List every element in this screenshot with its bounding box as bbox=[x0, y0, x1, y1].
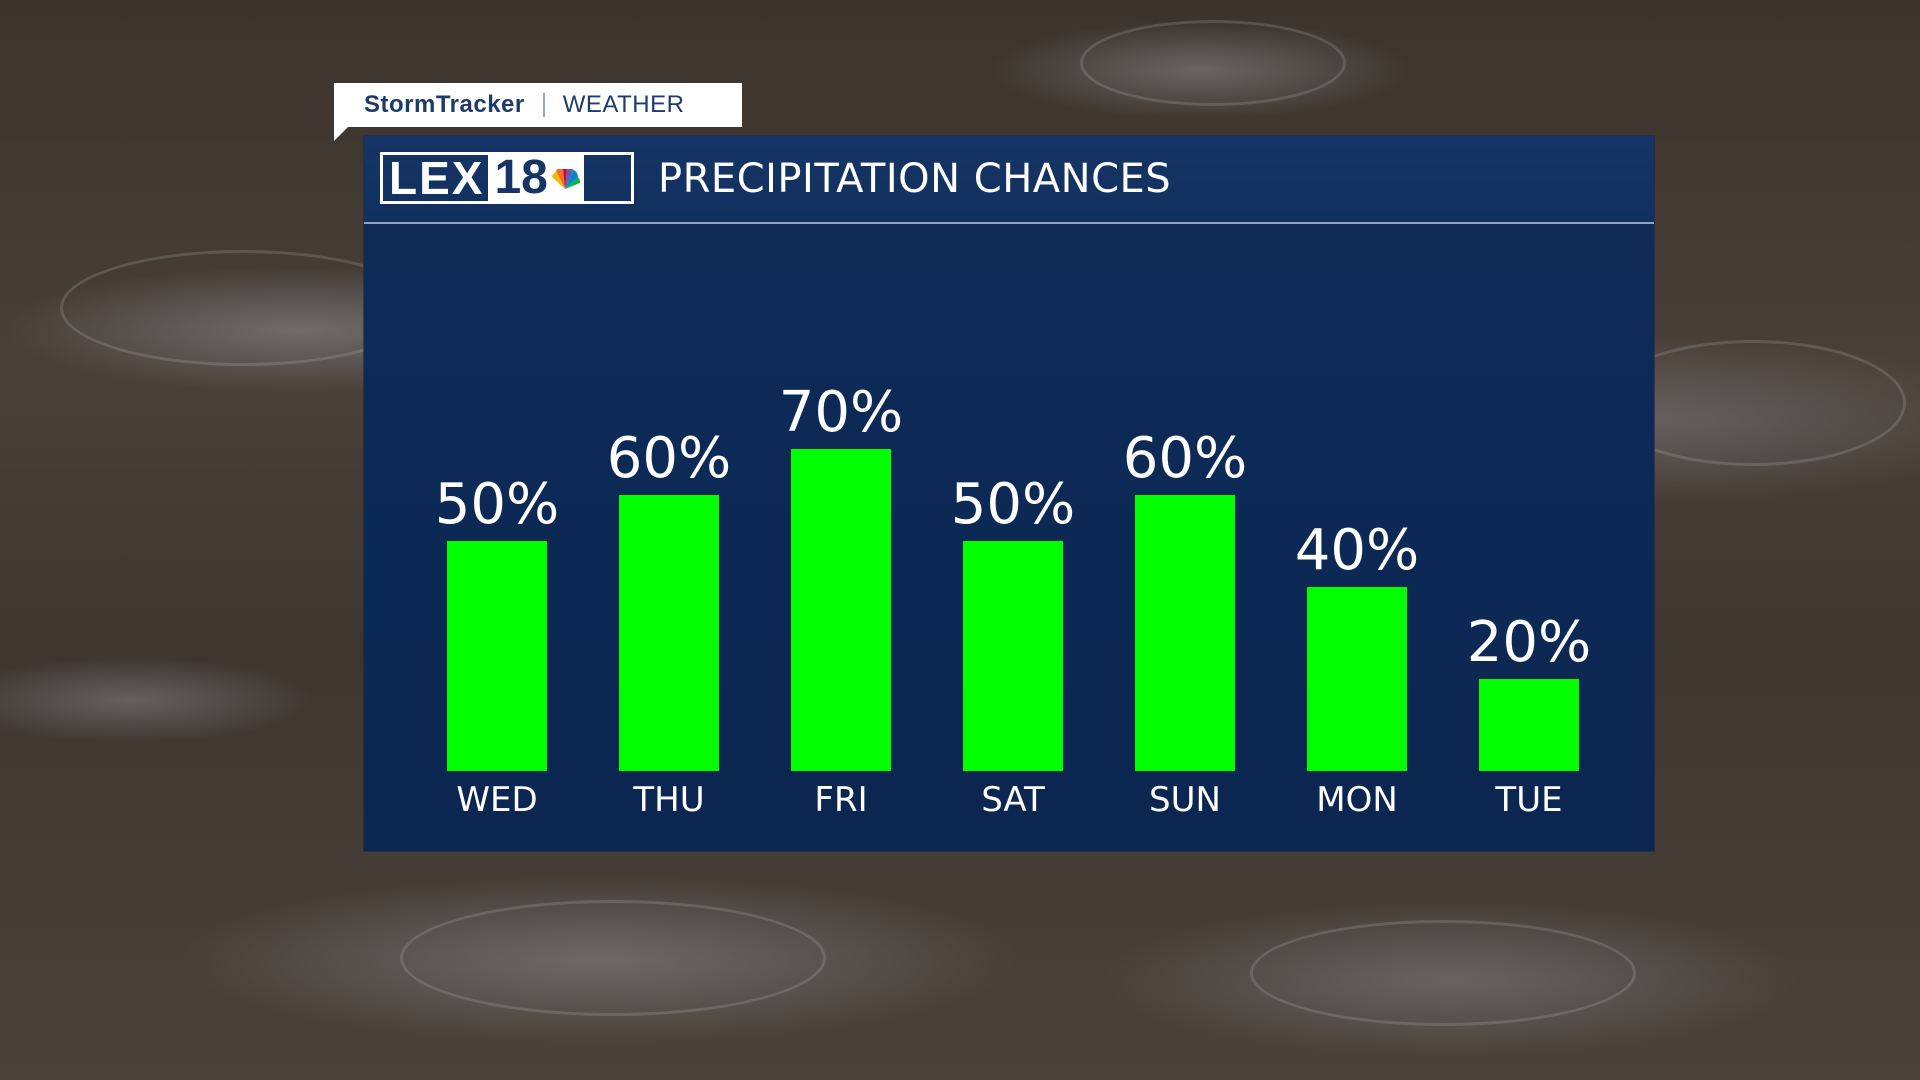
logo-lex-text: LEX bbox=[389, 152, 485, 204]
precipitation-bar-chart: 50% WED 60% THU 70% FRI 50% SAT 60% SUN 40% MON 20% T… bbox=[435, 380, 1591, 820]
peacock-icon bbox=[551, 169, 580, 189]
bar-sun bbox=[1135, 495, 1235, 771]
value-label-sat: 50% bbox=[951, 472, 1075, 537]
forecast-panel: LEX 18 PRECIPITATION CHANCES 50% WED 60% TH… bbox=[364, 136, 1654, 851]
day-label-mon: MON bbox=[1316, 780, 1398, 820]
bar-sat bbox=[963, 541, 1063, 771]
day-label-fri: FRI bbox=[814, 780, 867, 820]
weather-label: WEATHER bbox=[562, 91, 685, 118]
panel-header: LEX 18 PRECIPITATION CHANCES bbox=[364, 136, 1654, 224]
bar-mon bbox=[1307, 587, 1407, 771]
value-label-wed: 50% bbox=[435, 472, 559, 537]
day-label-tue: TUE bbox=[1494, 780, 1562, 820]
brand-tab-corner bbox=[334, 127, 348, 141]
day-label-sat: SAT bbox=[981, 780, 1045, 820]
day-label-wed: WED bbox=[456, 780, 537, 820]
rain-ripple bbox=[1080, 20, 1346, 106]
day-label-sun: SUN bbox=[1149, 780, 1221, 820]
value-label-tue: 20% bbox=[1467, 610, 1591, 675]
value-label-thu: 60% bbox=[607, 426, 731, 491]
lex18-logo: LEX 18 bbox=[380, 152, 634, 204]
bar-fri bbox=[791, 449, 891, 771]
stormtracker-weather-tab: StormTracker WEATHER bbox=[334, 83, 742, 127]
value-label-mon: 40% bbox=[1295, 518, 1419, 583]
logo-number-text: 18 bbox=[494, 151, 548, 204]
value-label-sun: 60% bbox=[1123, 426, 1247, 491]
brand-divider bbox=[542, 93, 545, 117]
chart-title: PRECIPITATION CHANCES bbox=[658, 156, 1172, 202]
logo-number: 18 bbox=[488, 154, 584, 202]
bar-tue bbox=[1479, 679, 1579, 771]
value-label-fri: 70% bbox=[779, 380, 903, 445]
bar-wed bbox=[447, 541, 547, 771]
day-label-thu: THU bbox=[632, 780, 704, 820]
bar-thu bbox=[619, 495, 719, 771]
stormtracker-label: StormTracker bbox=[364, 91, 525, 118]
rain-ripple bbox=[400, 900, 826, 1016]
rain-ripple bbox=[1250, 920, 1636, 1026]
